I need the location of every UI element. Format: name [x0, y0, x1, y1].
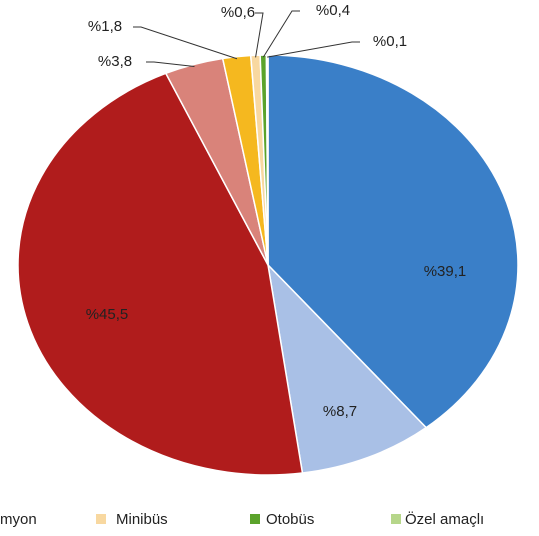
legend-label: myon — [0, 511, 37, 528]
leader-line — [262, 10, 300, 58]
leader-line — [267, 41, 360, 58]
data-label: %45,5 — [86, 306, 129, 323]
legend-label: Özel amaçlı — [405, 510, 484, 528]
legend-swatch — [250, 514, 260, 524]
data-label: %1,8 — [88, 18, 122, 35]
legend-label: Otobüs — [266, 511, 314, 528]
data-label: %0,1 — [373, 33, 407, 50]
legend-swatch — [391, 514, 401, 524]
leader-line — [255, 12, 264, 58]
leader-line — [146, 61, 195, 67]
data-label: %8,7 — [323, 403, 357, 420]
leader-line — [133, 26, 238, 60]
legend-swatch — [96, 514, 106, 524]
pie-slice — [265, 54, 269, 266]
legend-label: Minibüs — [116, 511, 168, 528]
pie-slice — [267, 54, 519, 429]
data-label: %39,1 — [424, 263, 467, 280]
data-label: %3,8 — [98, 53, 132, 70]
data-label: %0,4 — [316, 2, 350, 19]
pie-slice — [266, 262, 428, 474]
pie-slice — [17, 72, 304, 476]
data-label: %0,6 — [221, 4, 255, 21]
